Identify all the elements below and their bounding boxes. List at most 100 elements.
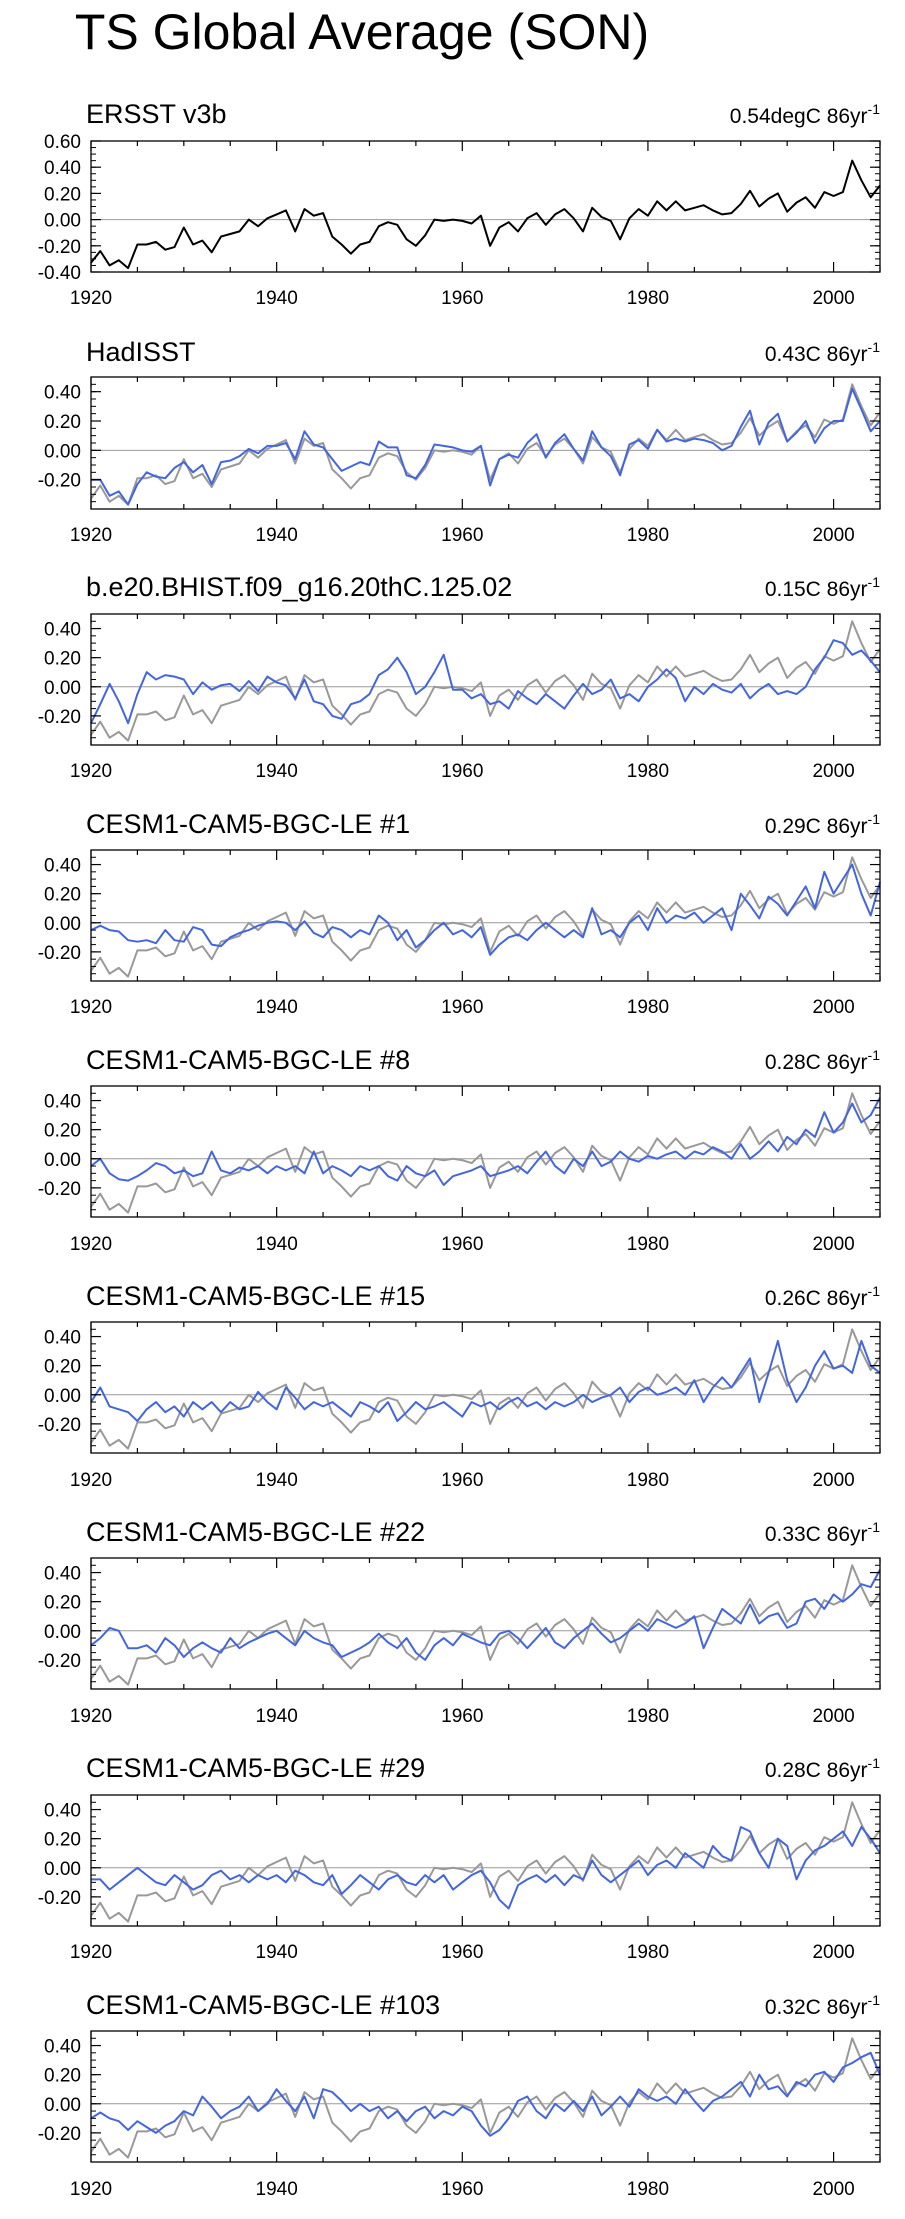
- x-tick-label: 1960: [441, 1706, 483, 1727]
- x-tick-label: 1980: [627, 1234, 669, 1255]
- x-tick-label: 1960: [441, 2179, 483, 2200]
- x-tick-label: 1940: [256, 288, 298, 309]
- chart-panel: -0.20 0.00 0.20 0.40 1920 1940 1960 1980 2000 CES…: [38, 1990, 881, 2200]
- y-tick-label: 0.00: [44, 1386, 81, 1407]
- x-tick-label: 2000: [812, 1470, 854, 1491]
- series-line-ref: [90, 620, 881, 742]
- series-line-ref: [90, 856, 881, 978]
- y-tick-label: 0.40: [44, 856, 81, 877]
- x-tick-label: 1940: [256, 525, 298, 546]
- trend-label: 0.15C 86yr-1: [765, 574, 880, 601]
- series-line-model: [90, 863, 881, 956]
- x-tick-label: 1960: [441, 1942, 483, 1963]
- chart-panel: -0.20 0.00 0.20 0.40 1920 1940 1960 1980 2000 CES…: [38, 1045, 881, 1255]
- x-tick-label: 1940: [256, 761, 298, 782]
- y-tick-label: -0.20: [38, 707, 81, 728]
- trend-label: 0.28C 86yr-1: [765, 1755, 880, 1782]
- x-tick-label: 2000: [812, 997, 854, 1018]
- y-tick-label: 0.00: [44, 211, 81, 232]
- series-line-model: [91, 387, 881, 506]
- panel-title: HadISST: [86, 337, 196, 367]
- trend-label: 0.32C 86yr-1: [765, 1992, 880, 2019]
- y-tick-label: 0.00: [44, 914, 81, 935]
- series-line-model: [90, 639, 881, 725]
- x-tick-label: 1920: [70, 1706, 112, 1727]
- x-tick-label: 1960: [441, 288, 483, 309]
- chart-panel: -0.40 -0.20 0.00 0.20 0.40 0.60 1920 1940 1960 19…: [38, 99, 881, 309]
- x-tick-label: 1980: [627, 761, 669, 782]
- plot-frame: [90, 1794, 881, 1927]
- x-tick-label: 1940: [256, 1470, 298, 1491]
- y-tick-label: 0.20: [44, 649, 81, 670]
- series-line-ref: [90, 1328, 881, 1450]
- x-tick-label: 1940: [256, 1942, 298, 1963]
- series-line-model: [90, 1339, 881, 1422]
- y-tick-label: 0.00: [44, 441, 81, 462]
- page-title: TS Global Average (SON): [74, 4, 650, 60]
- x-tick-label: 1940: [256, 1234, 298, 1255]
- y-tick-label: 0.20: [44, 1593, 81, 1614]
- y-tick-label: 0.40: [44, 383, 81, 404]
- y-tick-label: 0.20: [44, 184, 81, 205]
- x-tick-label: 1920: [70, 2179, 112, 2200]
- x-tick-label: 1980: [627, 525, 669, 546]
- y-tick-label: 0.00: [44, 1859, 81, 1880]
- series-line-ref: [90, 1801, 881, 1923]
- panel-title: CESM1-CAM5-BGC-LE #22: [86, 1517, 425, 1547]
- chart-panel: -0.20 0.00 0.20 0.40 1920 1940 1960 1980 2000 CES…: [38, 1517, 881, 1727]
- series-line-model: [90, 1569, 881, 1661]
- x-tick-label: 1980: [627, 1706, 669, 1727]
- y-tick-label: 0.40: [44, 158, 81, 179]
- x-tick-label: 1960: [441, 761, 483, 782]
- y-tick-label: 0.60: [44, 132, 81, 153]
- series-line-ref: [90, 2037, 881, 2159]
- panel-title: CESM1-CAM5-BGC-LE #8: [86, 1045, 410, 1075]
- y-tick-label: 0.40: [44, 2037, 81, 2058]
- x-tick-label: 1940: [256, 997, 298, 1018]
- plot-frame: [90, 1321, 881, 1454]
- y-tick-label: 0.20: [44, 1830, 81, 1851]
- panel-title: CESM1-CAM5-BGC-LE #103: [86, 1990, 440, 2020]
- x-tick-label: 1960: [441, 997, 483, 1018]
- plot-frame: [90, 376, 881, 510]
- x-tick-label: 1940: [256, 1706, 298, 1727]
- x-tick-label: 2000: [812, 1706, 854, 1727]
- x-tick-label: 2000: [812, 2179, 854, 2200]
- x-tick-label: 1920: [70, 1470, 112, 1491]
- panel-title: CESM1-CAM5-BGC-LE #15: [86, 1281, 425, 1311]
- plot-frame: [90, 1557, 881, 1690]
- y-tick-label: 0.00: [44, 1150, 81, 1171]
- chart-panel: -0.20 0.00 0.20 0.40 1920 1940 1960 1980 2000 b.e…: [38, 572, 881, 782]
- trend-label: 0.54degC 86yr-1: [730, 101, 880, 128]
- x-tick-label: 1940: [256, 2179, 298, 2200]
- trend-label: 0.28C 86yr-1: [765, 1047, 880, 1074]
- plot-frame: [90, 1085, 881, 1218]
- y-tick-label: -0.20: [38, 2124, 81, 2145]
- panel-title: CESM1-CAM5-BGC-LE #1: [86, 809, 410, 839]
- x-tick-label: 1980: [627, 1942, 669, 1963]
- y-tick-label: 0.40: [44, 1564, 81, 1585]
- y-tick-label: 0.20: [44, 1121, 81, 1142]
- y-tick-label: -0.20: [38, 1179, 81, 1200]
- y-tick-label: 0.00: [44, 678, 81, 699]
- plot-frame: [90, 613, 881, 746]
- trend-label: 0.29C 86yr-1: [765, 811, 880, 838]
- chart-panel: -0.20 0.00 0.20 0.40 1920 1940 1960 1980 2000 Had…: [38, 337, 881, 546]
- chart-panel: -0.20 0.00 0.20 0.40 1920 1940 1960 1980 2000 CES…: [38, 809, 881, 1018]
- y-tick-label: -0.20: [38, 1888, 81, 1909]
- series-line-model: [91, 1826, 881, 1910]
- chart-panel: -0.20 0.00 0.20 0.40 1920 1940 1960 1980 2000 CES…: [38, 1281, 881, 1491]
- panel-title: ERSST v3b: [86, 99, 227, 129]
- plot-frame: [90, 140, 881, 273]
- series-line-model: [90, 2051, 881, 2137]
- y-tick-label: 0.00: [44, 1622, 81, 1643]
- x-tick-label: 1960: [441, 1470, 483, 1491]
- x-tick-label: 2000: [812, 761, 854, 782]
- x-tick-label: 2000: [812, 1942, 854, 1963]
- x-tick-label: 1960: [441, 1234, 483, 1255]
- series-line-ref: [90, 383, 881, 506]
- x-tick-label: 1980: [627, 288, 669, 309]
- x-tick-label: 1920: [70, 997, 112, 1018]
- x-tick-label: 1920: [70, 1234, 112, 1255]
